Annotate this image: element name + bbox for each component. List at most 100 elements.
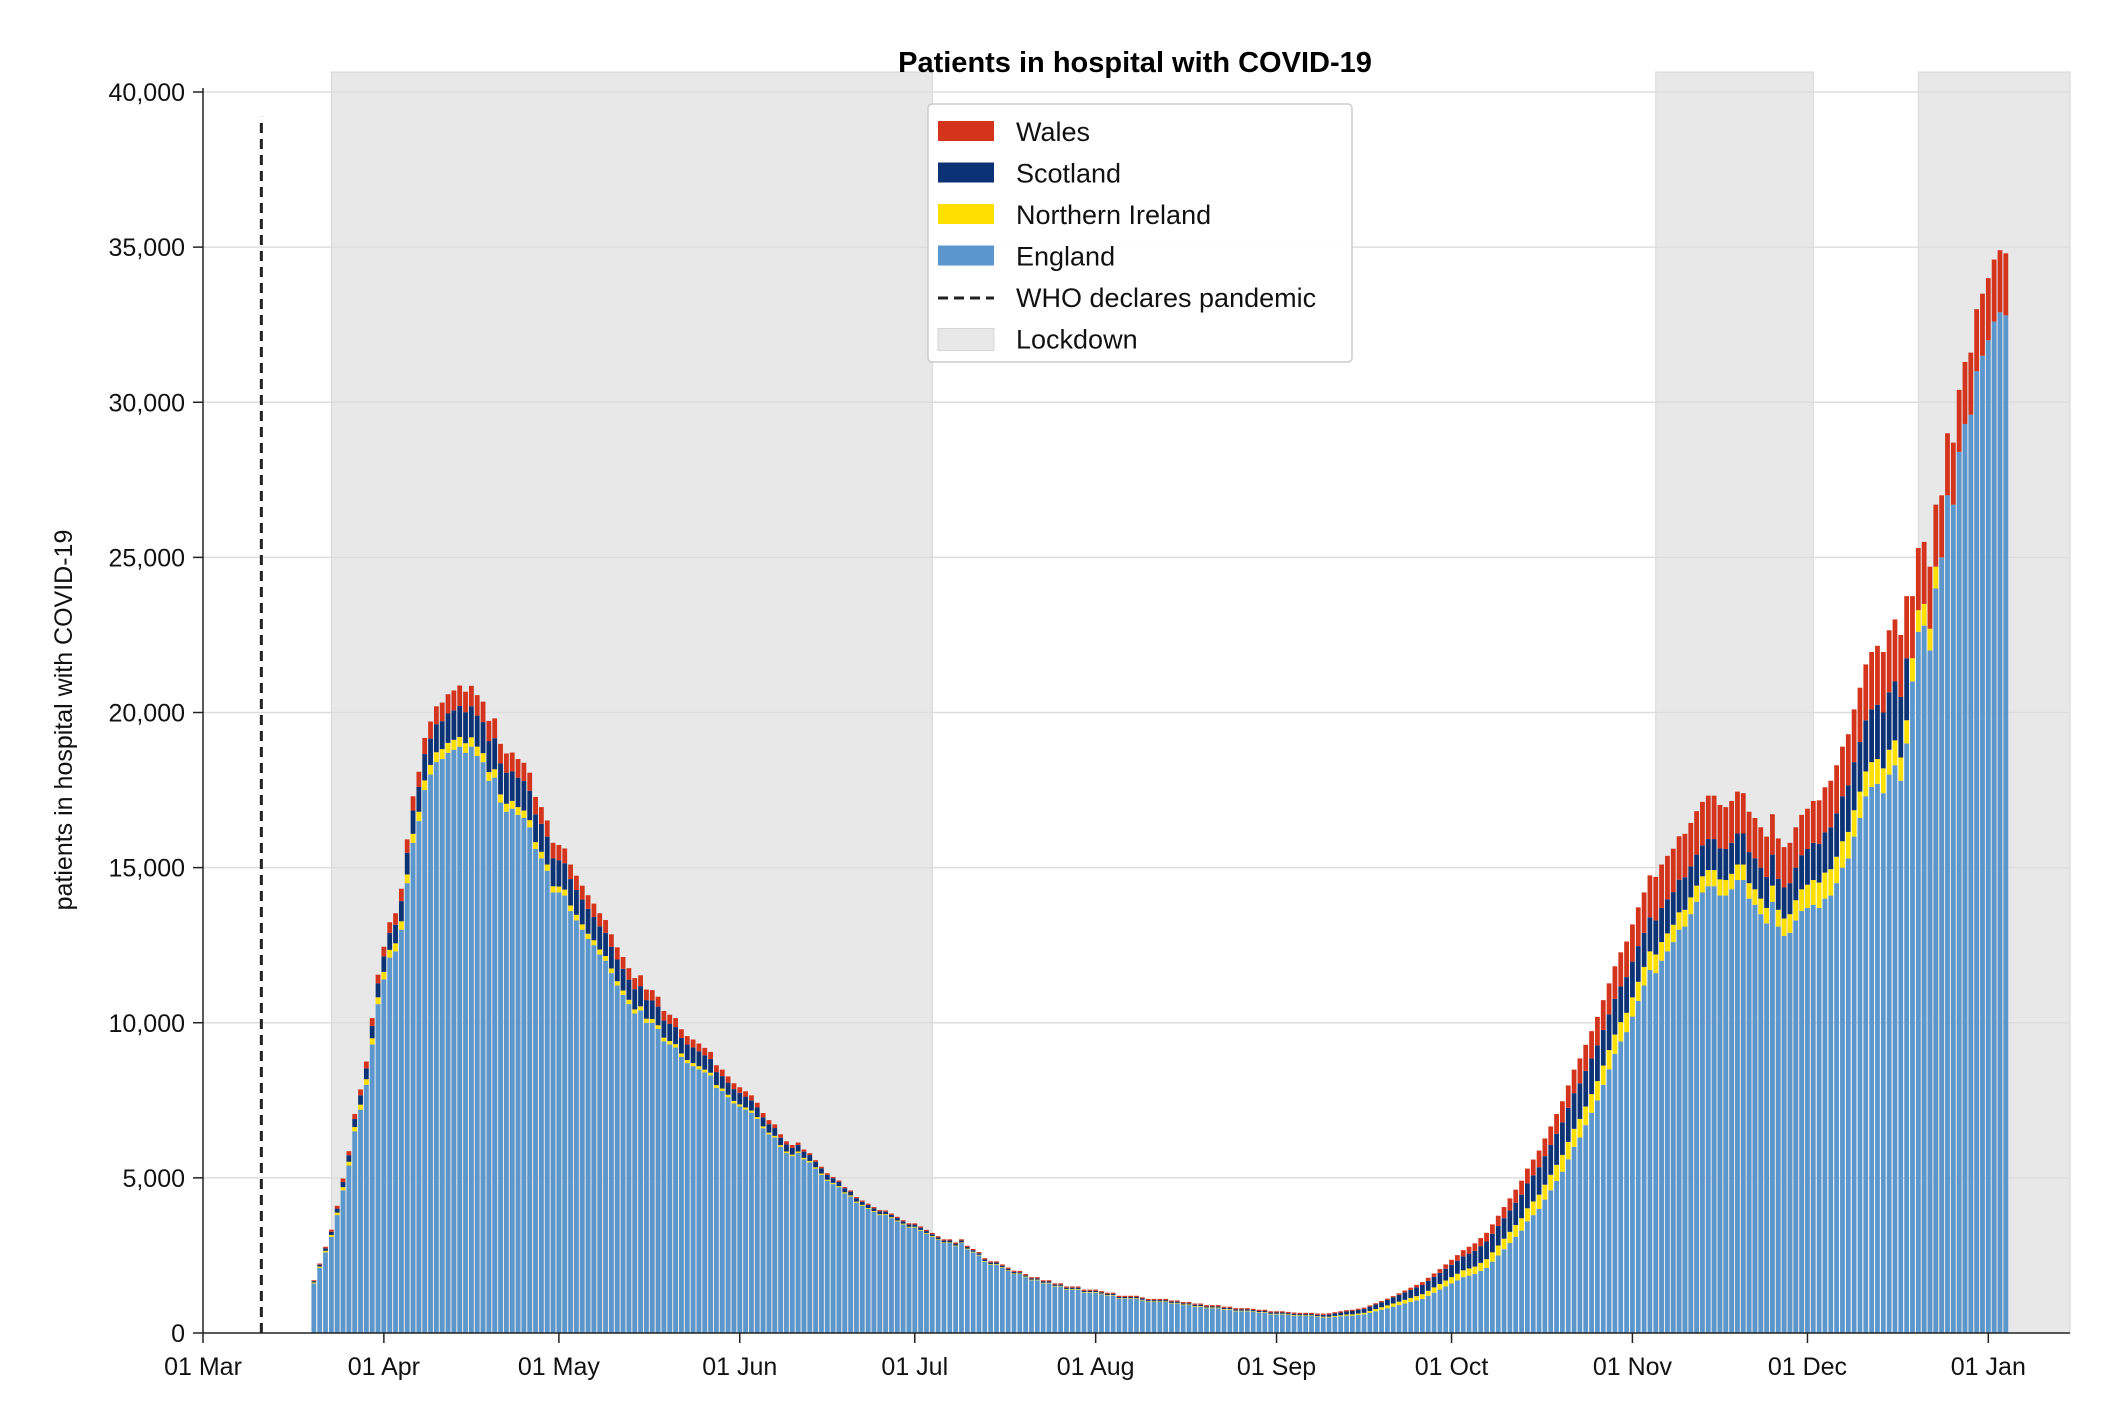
bar-england-192 bbox=[1431, 1292, 1437, 1333]
bar-northern-ireland-97 bbox=[877, 1214, 883, 1216]
bar-scotland-38 bbox=[533, 814, 538, 843]
bar-scotland-187 bbox=[1402, 1292, 1408, 1300]
bar-northern-ireland-249 bbox=[1764, 907, 1769, 924]
bar-scotland-163 bbox=[1262, 1310, 1268, 1313]
bar-england-195 bbox=[1449, 1283, 1454, 1333]
bar-england-31 bbox=[492, 777, 498, 1333]
bar-northern-ireland-173 bbox=[1320, 1316, 1326, 1318]
bar-england-277 bbox=[1927, 650, 1933, 1333]
bar-scotland-25 bbox=[457, 705, 463, 737]
bar-england-76 bbox=[754, 1118, 760, 1333]
bar-england-5 bbox=[340, 1190, 346, 1333]
bar-england-223 bbox=[1612, 1053, 1618, 1333]
bar-wales-258 bbox=[1816, 800, 1822, 844]
bar-scotland-95 bbox=[865, 1204, 871, 1208]
bar-scotland-96 bbox=[871, 1208, 877, 1212]
bar-scotland-18 bbox=[416, 786, 422, 812]
bar-wales-0 bbox=[311, 1280, 317, 1282]
bar-northern-ireland-273 bbox=[1904, 720, 1910, 744]
bar-scotland-157 bbox=[1227, 1307, 1233, 1310]
bar-england-135 bbox=[1099, 1294, 1104, 1333]
bar-wales-236 bbox=[1688, 822, 1694, 867]
bar-scotland-237 bbox=[1694, 854, 1699, 886]
bar-scotland-191 bbox=[1425, 1280, 1431, 1291]
bar-wales-245 bbox=[1740, 793, 1746, 834]
bar-scotland-135 bbox=[1099, 1292, 1104, 1294]
bar-northern-ireland-243 bbox=[1729, 873, 1734, 890]
bar-scotland-149 bbox=[1180, 1303, 1186, 1305]
bar-scotland-23 bbox=[445, 713, 451, 743]
bar-scotland-30 bbox=[486, 741, 492, 773]
bar-northern-ireland-89 bbox=[830, 1182, 836, 1185]
bar-england-262 bbox=[1840, 867, 1845, 1334]
bar-northern-ireland-71 bbox=[725, 1094, 731, 1098]
bar-england-57 bbox=[644, 1022, 649, 1333]
bar-scotland-105 bbox=[924, 1231, 929, 1233]
bar-wales-27 bbox=[468, 685, 474, 707]
bar-northern-ireland-70 bbox=[719, 1088, 725, 1091]
bar-scotland-241 bbox=[1717, 848, 1723, 880]
bar-england-38 bbox=[533, 849, 538, 1333]
bar-northern-ireland-29 bbox=[480, 753, 486, 763]
bar-scotland-218 bbox=[1583, 1070, 1589, 1107]
bar-northern-ireland-59 bbox=[655, 1025, 661, 1029]
bar-england-218 bbox=[1583, 1125, 1589, 1333]
bar-wales-22 bbox=[439, 702, 445, 722]
bar-wales-5 bbox=[340, 1178, 346, 1182]
bar-scotland-268 bbox=[1875, 704, 1880, 760]
bar-scotland-8 bbox=[358, 1095, 363, 1105]
bar-england-28 bbox=[474, 755, 480, 1333]
bar-scotland-70 bbox=[719, 1076, 725, 1089]
bar-england-243 bbox=[1729, 889, 1734, 1333]
bar-england-7 bbox=[352, 1131, 358, 1333]
bar-scotland-210 bbox=[1536, 1167, 1542, 1195]
bar-wales-97 bbox=[877, 1210, 883, 1212]
bar-england-12 bbox=[381, 979, 387, 1333]
bar-wales-141 bbox=[1134, 1295, 1139, 1298]
bar-wales-213 bbox=[1554, 1113, 1559, 1134]
bar-northern-ireland-12 bbox=[381, 971, 387, 980]
bar-wales-140 bbox=[1128, 1295, 1134, 1298]
bar-northern-ireland-235 bbox=[1682, 909, 1688, 927]
bar-scotland-12 bbox=[381, 956, 387, 972]
bar-wales-253 bbox=[1787, 842, 1793, 884]
bar-northern-ireland-165 bbox=[1274, 1313, 1279, 1315]
bar-england-214 bbox=[1560, 1171, 1565, 1333]
bar-england-105 bbox=[924, 1233, 929, 1333]
bar-england-265 bbox=[1857, 817, 1863, 1333]
bar-wales-46 bbox=[579, 885, 585, 900]
bar-england-112 bbox=[964, 1249, 970, 1333]
bar-northern-ireland-164 bbox=[1268, 1313, 1274, 1315]
bar-england-153 bbox=[1204, 1308, 1209, 1333]
bar-scotland-113 bbox=[970, 1250, 976, 1252]
bar-northern-ireland-52 bbox=[614, 981, 620, 986]
bar-northern-ireland-39 bbox=[539, 851, 544, 859]
bar-northern-ireland-123 bbox=[1029, 1279, 1034, 1281]
bar-scotland-21 bbox=[433, 724, 439, 753]
bar-scotland-193 bbox=[1437, 1272, 1443, 1284]
bar-england-91 bbox=[842, 1193, 848, 1333]
bar-scotland-123 bbox=[1029, 1278, 1034, 1280]
bar-wales-243 bbox=[1729, 800, 1734, 843]
bar-wales-106 bbox=[929, 1232, 935, 1235]
bar-wales-95 bbox=[865, 1203, 871, 1205]
bar-wales-182 bbox=[1373, 1303, 1379, 1305]
bar-northern-ireland-6 bbox=[346, 1161, 352, 1166]
bar-northern-ireland-10 bbox=[369, 1038, 375, 1045]
bar-england-168 bbox=[1291, 1315, 1297, 1333]
bar-northern-ireland-145 bbox=[1157, 1301, 1163, 1302]
bar-wales-99 bbox=[889, 1213, 894, 1215]
bar-scotland-189 bbox=[1414, 1287, 1419, 1297]
bar-northern-ireland-101 bbox=[900, 1223, 906, 1225]
bar-northern-ireland-122 bbox=[1023, 1276, 1029, 1278]
bar-england-113 bbox=[970, 1252, 976, 1333]
bar-scotland-101 bbox=[900, 1221, 906, 1224]
bar-wales-175 bbox=[1332, 1312, 1338, 1314]
bar-wales-269 bbox=[1880, 652, 1886, 713]
bar-scotland-13 bbox=[387, 932, 393, 950]
bar-scotland-77 bbox=[760, 1117, 766, 1127]
bar-wales-150 bbox=[1186, 1301, 1192, 1304]
bar-scotland-182 bbox=[1373, 1304, 1379, 1310]
bar-scotland-65 bbox=[690, 1047, 696, 1064]
bar-northern-ireland-169 bbox=[1297, 1315, 1303, 1316]
